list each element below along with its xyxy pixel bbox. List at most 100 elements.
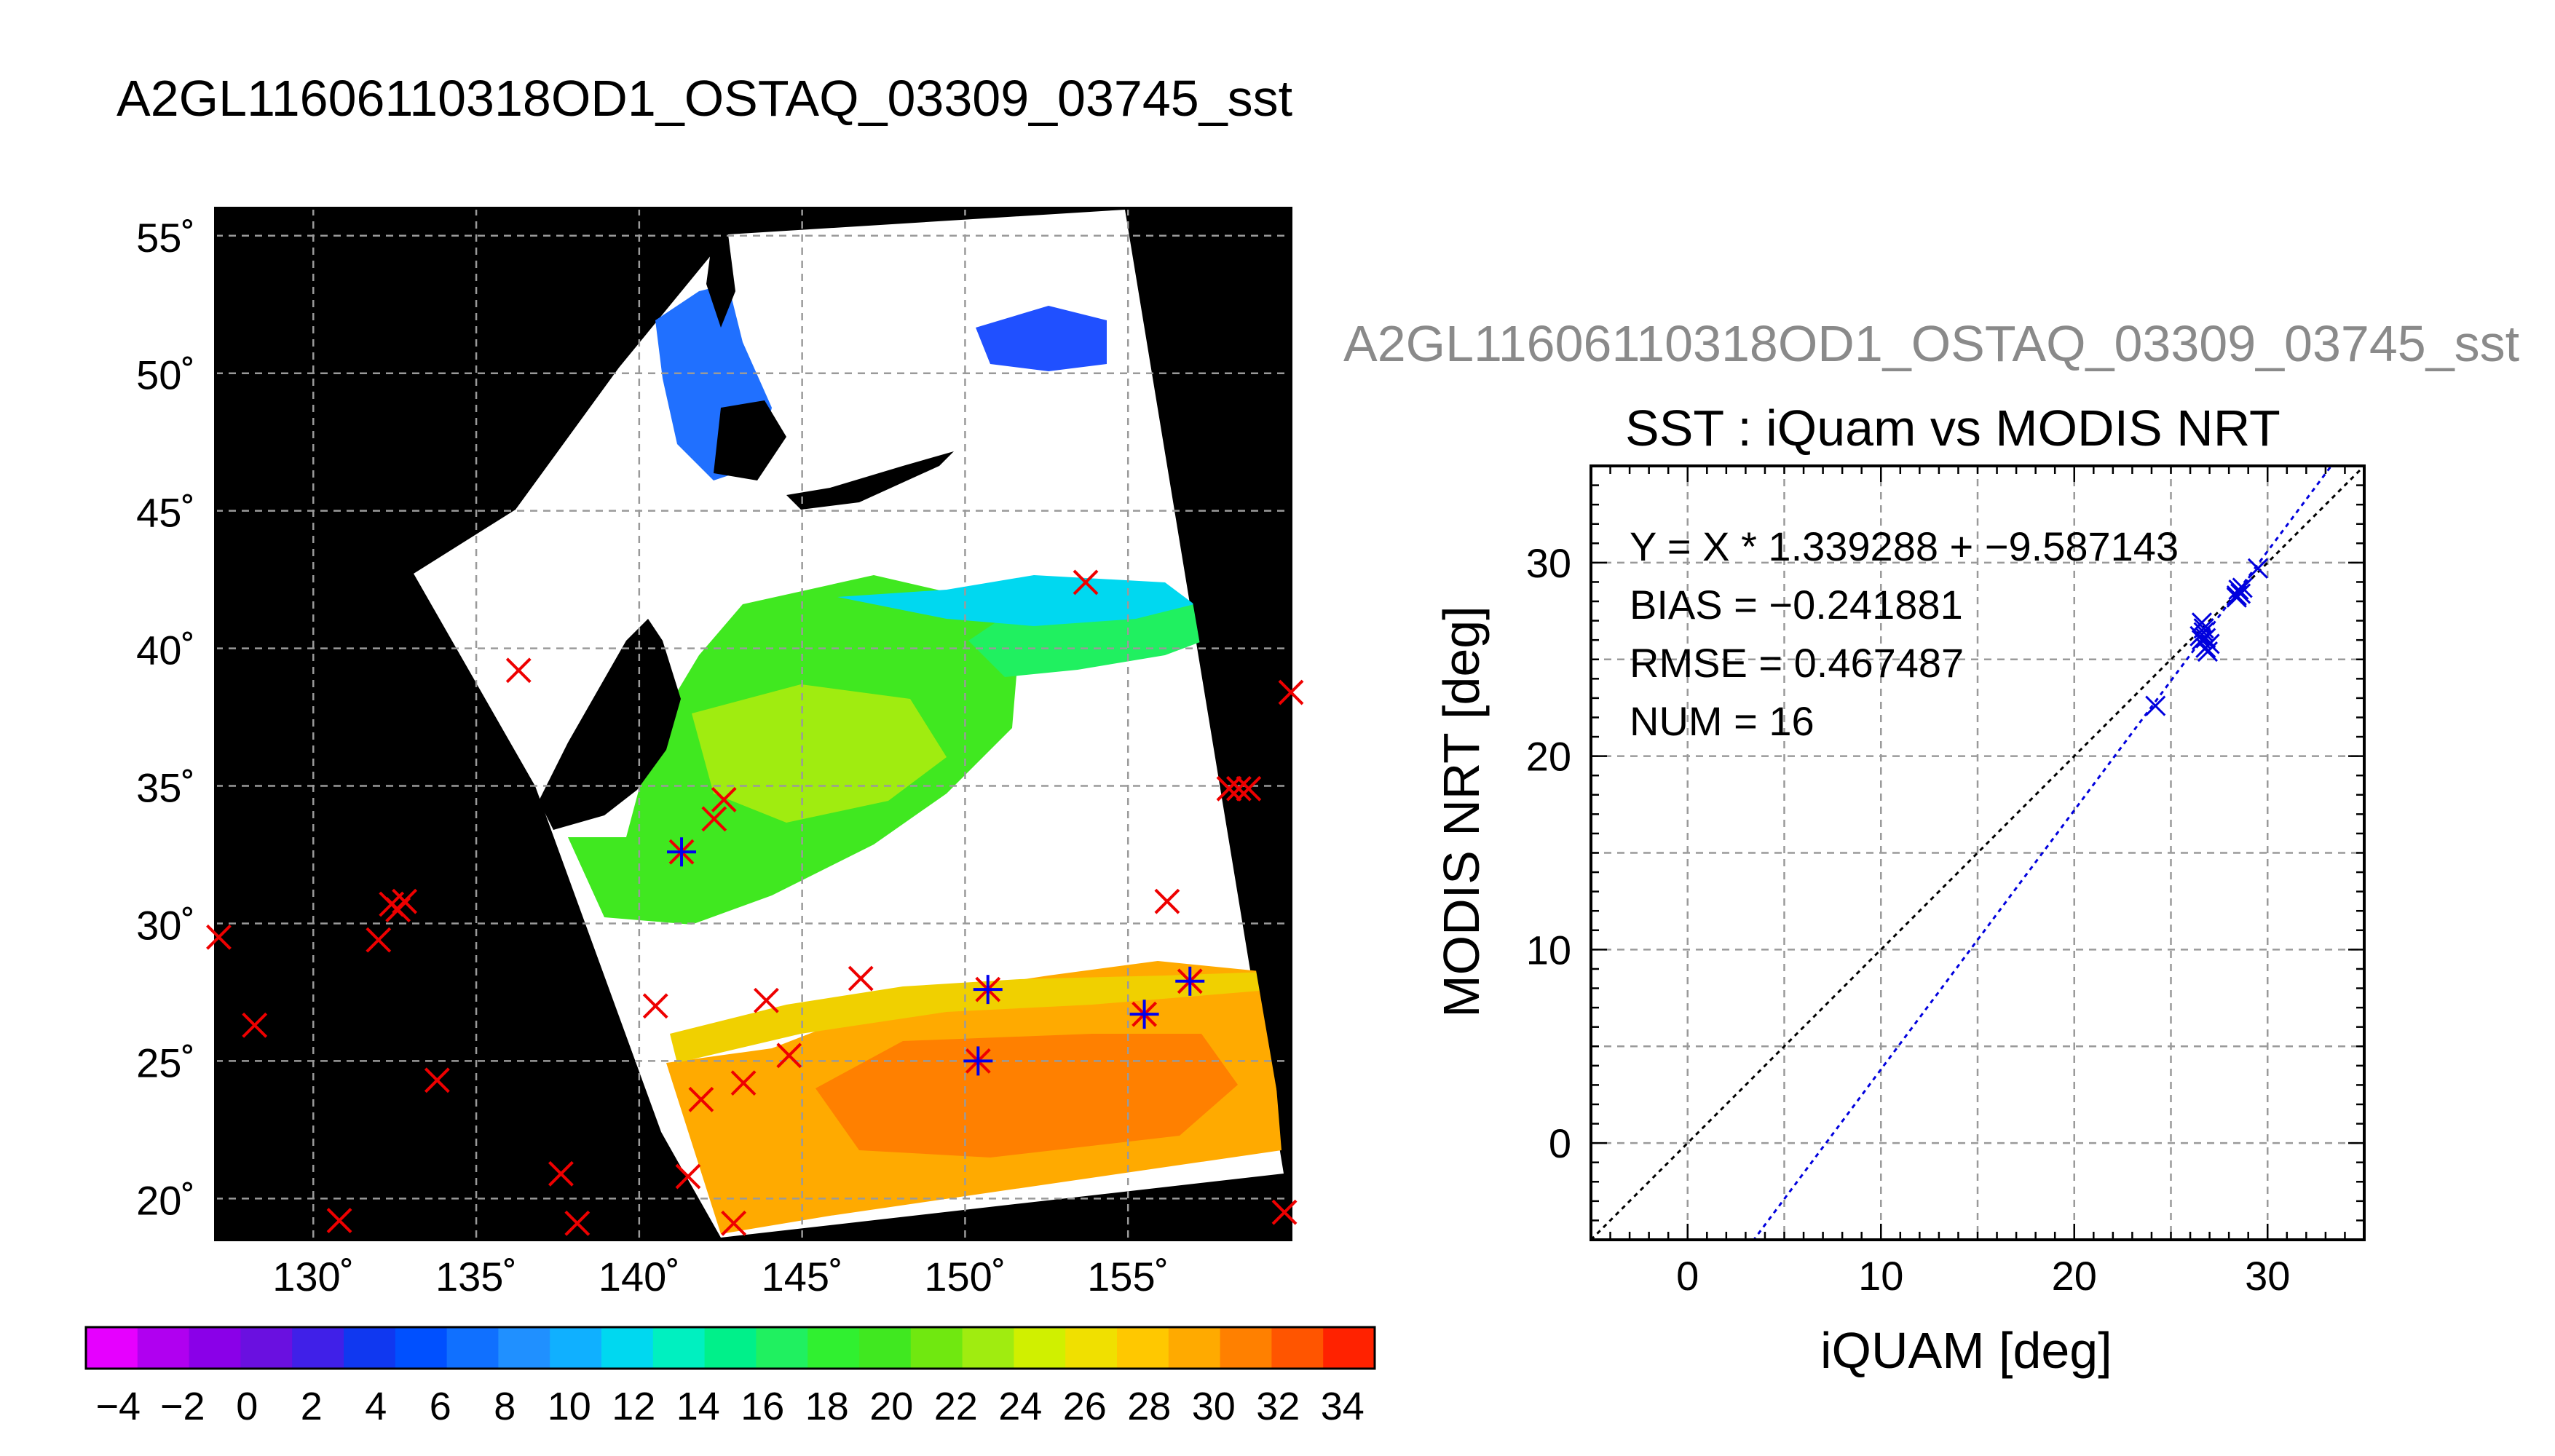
land-honshu [539,619,681,830]
colorbar-swatch [1065,1327,1118,1369]
land-east-edge [1125,208,1291,1174]
map-lon-label-130: 130˚ [272,1254,354,1299]
colorbar-swatch [962,1327,1014,1369]
scatter-source-title: A2GL11606110318OD1_OSTAQ_03309_03745_sst [1343,315,2520,372]
colorbar-swatch [1220,1327,1272,1369]
map-lat-label-25: 25˚ [136,1040,195,1085]
scatter-stat-1: Y = X * 1.339288 + −9.587143 [1630,523,2179,569]
scatter-point [2228,579,2249,601]
map-marker-red-x [1154,888,1180,914]
colorbar-swatch [859,1327,912,1369]
map-lat-label-50: 50˚ [136,352,195,398]
map-marker-red-x [564,1210,591,1236]
map-marker-red-x [1216,775,1242,802]
scatter-xtick-label: 30 [2245,1253,2290,1299]
scatter-panel: 0 10 20 30 0 10 20 30 [1526,464,2366,1299]
colorbar-label: −2 [160,1385,205,1428]
map-lon-label-140: 140˚ [599,1254,680,1299]
colorbar-label: 14 [676,1385,720,1428]
colorbar-swatch [1168,1327,1221,1369]
colorbar-swatch [807,1327,860,1369]
colorbar-swatch [1117,1327,1169,1369]
colorbar-swatch [240,1327,293,1369]
colorbar-label: 18 [805,1385,849,1428]
map-marker-matched [1175,966,1205,996]
map-marker-red-x [701,806,727,832]
map-marker-red-x [753,987,779,1013]
colorbar-swatch [292,1327,344,1369]
map-marker-matched [973,975,1003,1005]
map-marker-red-x [1073,569,1099,596]
colorbar-swatch [550,1327,602,1369]
colorbar-label: 28 [1127,1385,1171,1428]
colorbar-swatch [137,1327,190,1369]
map-marker-red-x [206,924,232,950]
sst-blue-northeast [976,306,1107,371]
colorbar-swatch [446,1327,499,1369]
scatter-ylabel: MODIS NRT [deg] [1433,606,1490,1018]
map-panel: 20˚ 25˚ 30˚ 35˚ 40˚ 45˚ 50˚ 55˚ 130˚ 135˚ 140˚ 145˚… [136,207,1304,1299]
colorbar-label: 4 [365,1385,387,1428]
map-lat-label-55: 55˚ [136,215,195,261]
map-lat-label-40: 40˚ [136,628,195,673]
figure-title: A2GL11606110318OD1_OSTAQ_03309_03745_sst [117,70,1293,127]
map-lon-label-155: 155˚ [1087,1254,1169,1299]
sst-yellowgreen-region [692,684,947,823]
map-marker-red-x [642,993,668,1019]
map-marker-red-x [1271,1199,1298,1225]
land-hokkaido [714,400,786,480]
scatter-frame [1590,464,2366,1241]
colorbar-label: 2 [301,1385,323,1428]
colorbar-swatch [704,1327,757,1369]
colorbar-label: 34 [1321,1385,1365,1428]
map-marker-red-x [392,888,418,914]
map-marker-red-x [688,1086,714,1112]
map-marker-red-x [776,1042,802,1069]
map-marker-red-x [711,786,737,812]
scatter-ytick-label: 0 [1549,1120,1571,1166]
scatter-point [2145,695,2166,716]
scatter-subtitle: SST : iQuam vs MODIS NRT [1625,400,2280,456]
scatter-xtick-label: 0 [1676,1253,1699,1299]
map-lat-label-30: 30˚ [136,902,195,948]
colorbar-label: 16 [741,1385,784,1428]
sst-yellow-band [670,972,1268,1063]
map-marker-red-x [505,657,532,684]
map-marker-red-x [721,1210,747,1236]
map-lon-label-150: 150˚ [924,1254,1006,1299]
scatter-stat-2: BIAS = −0.241881 [1630,582,1963,628]
scatter-point [2232,577,2253,598]
land-asia [216,208,721,1240]
colorbar: −4 −2 0 2 4 6 8 10 12 14 16 18 20 22 24 26 28 30 32 34 [84,1326,1376,1428]
colorbar-label: −4 [95,1385,141,1428]
scatter-point [2195,628,2216,649]
colorbar-label: 24 [998,1385,1042,1428]
map-marker-red-x [326,1208,352,1233]
map-marker-matched [963,1046,993,1076]
scatter-xtick-label: 10 [1858,1253,1903,1299]
colorbar-swatch [756,1327,808,1369]
colorbar-label: 30 [1192,1385,1236,1428]
colorbar-label: 32 [1256,1385,1300,1428]
colorbar-label: 12 [612,1385,655,1428]
sst-cyan-band [837,575,1194,626]
colorbar-label: 10 [548,1385,591,1428]
colorbar-swatch [601,1327,654,1369]
colorbar-swatch [1323,1327,1375,1369]
map-marker-matched [667,837,697,867]
map-marker-red-x [1278,679,1304,705]
map-marker-red-x [848,965,874,992]
colorbar-label: 22 [934,1385,978,1428]
colorbar-label: 8 [494,1385,516,1428]
map-marker-matched [1129,1000,1159,1029]
colorbar-label: 26 [1063,1385,1107,1428]
scatter-stat-4: NUM = 16 [1630,698,1814,744]
colorbar-frame [84,1326,1376,1370]
map-lat-label-35: 35˚ [136,765,195,811]
colorbar-swatch [395,1327,448,1369]
map-marker-red-x [548,1160,574,1187]
scatter-ytick-label: 20 [1526,734,1571,780]
colorbar-swatch [1014,1327,1066,1369]
